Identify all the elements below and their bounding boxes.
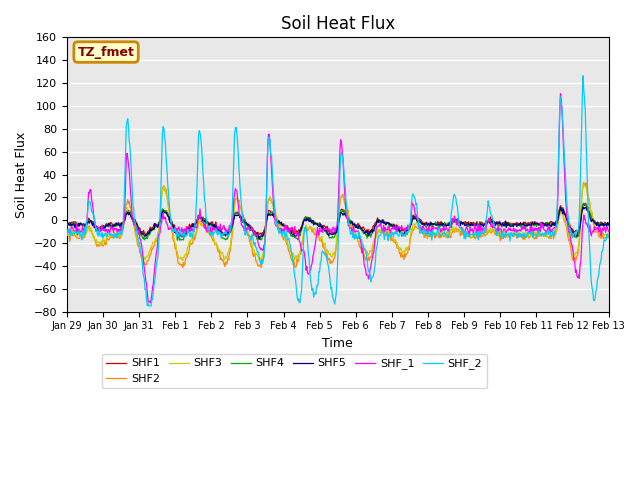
Y-axis label: Soil Heat Flux: Soil Heat Flux — [15, 132, 28, 217]
SHF5 — [330, 231, 338, 237]
Line: SHF5: SHF5 — [67, 207, 609, 239]
SHF5 — [63, 220, 70, 226]
SHF4 — [63, 224, 70, 229]
SHF4 — [182, 232, 190, 238]
SHF5 — [556, 208, 564, 214]
SHF2 — [436, 232, 444, 238]
SHF5 — [579, 204, 587, 210]
SHF2 — [556, 212, 564, 218]
SHF_2 — [383, 231, 390, 237]
SHF5 — [182, 230, 189, 236]
SHF_2 — [556, 104, 564, 110]
SHF2 — [330, 256, 338, 262]
SHF2 — [182, 256, 189, 262]
Title: Soil Heat Flux: Soil Heat Flux — [280, 15, 395, 33]
SHF_1 — [556, 111, 564, 117]
SHF1 — [580, 201, 588, 207]
SHF1 — [605, 221, 612, 227]
SHF2 — [205, 231, 213, 237]
SHF4 — [206, 221, 214, 227]
SHF_1 — [63, 228, 70, 233]
SHF3 — [63, 229, 70, 235]
SHF_1 — [383, 227, 390, 233]
SHF5 — [605, 222, 612, 228]
SHF2 — [383, 233, 390, 239]
SHF3 — [182, 251, 189, 257]
SHF3 — [436, 230, 444, 236]
SHF_1 — [147, 300, 154, 305]
SHF_2 — [605, 233, 612, 239]
SHF3 — [556, 211, 564, 216]
SHF_1 — [182, 224, 190, 229]
SHF_2 — [436, 233, 444, 239]
SHF_2 — [579, 73, 587, 79]
SHF1 — [383, 219, 390, 225]
SHF_2 — [145, 303, 153, 309]
SHF3 — [605, 232, 612, 238]
SHF1 — [436, 222, 444, 228]
Text: TZ_fmet: TZ_fmet — [77, 46, 134, 59]
SHF2 — [605, 235, 612, 240]
SHF_1 — [206, 229, 214, 235]
SHF3 — [580, 181, 588, 187]
Line: SHF_2: SHF_2 — [67, 76, 609, 306]
SHF4 — [605, 221, 612, 227]
SHF4 — [436, 222, 444, 228]
SHF_2 — [63, 227, 70, 233]
SHF4 — [582, 200, 589, 206]
SHF2 — [580, 180, 588, 185]
SHF_2 — [206, 232, 214, 238]
SHF4 — [176, 237, 184, 243]
SHF4 — [383, 220, 390, 226]
SHF1 — [556, 206, 564, 212]
SHF2 — [257, 264, 265, 270]
SHF_2 — [330, 298, 338, 303]
SHF1 — [182, 227, 190, 232]
SHF5 — [255, 236, 263, 242]
SHF_1 — [436, 225, 444, 231]
Line: SHF_1: SHF_1 — [67, 94, 609, 302]
SHF4 — [556, 206, 564, 212]
SHF3 — [205, 227, 213, 233]
SHF3 — [330, 252, 338, 257]
SHF5 — [205, 223, 213, 228]
SHF_2 — [182, 232, 190, 238]
Legend: SHF1, SHF2, SHF3, SHF4, SHF5, SHF_1, SHF_2: SHF1, SHF2, SHF3, SHF4, SHF5, SHF_1, SHF… — [102, 354, 487, 388]
X-axis label: Time: Time — [323, 337, 353, 350]
SHF_1 — [330, 225, 338, 231]
SHF_1 — [605, 229, 612, 235]
Line: SHF4: SHF4 — [67, 203, 609, 240]
SHF1 — [178, 232, 186, 238]
SHF5 — [383, 220, 390, 226]
SHF4 — [330, 235, 338, 240]
SHF5 — [436, 222, 444, 228]
Line: SHF1: SHF1 — [67, 204, 609, 235]
SHF3 — [383, 229, 390, 235]
SHF3 — [255, 258, 263, 264]
SHF_1 — [557, 91, 564, 96]
SHF1 — [63, 219, 70, 225]
SHF1 — [206, 221, 214, 227]
SHF2 — [63, 232, 70, 238]
SHF1 — [330, 230, 338, 236]
Line: SHF3: SHF3 — [67, 184, 609, 261]
Line: SHF2: SHF2 — [67, 182, 609, 267]
